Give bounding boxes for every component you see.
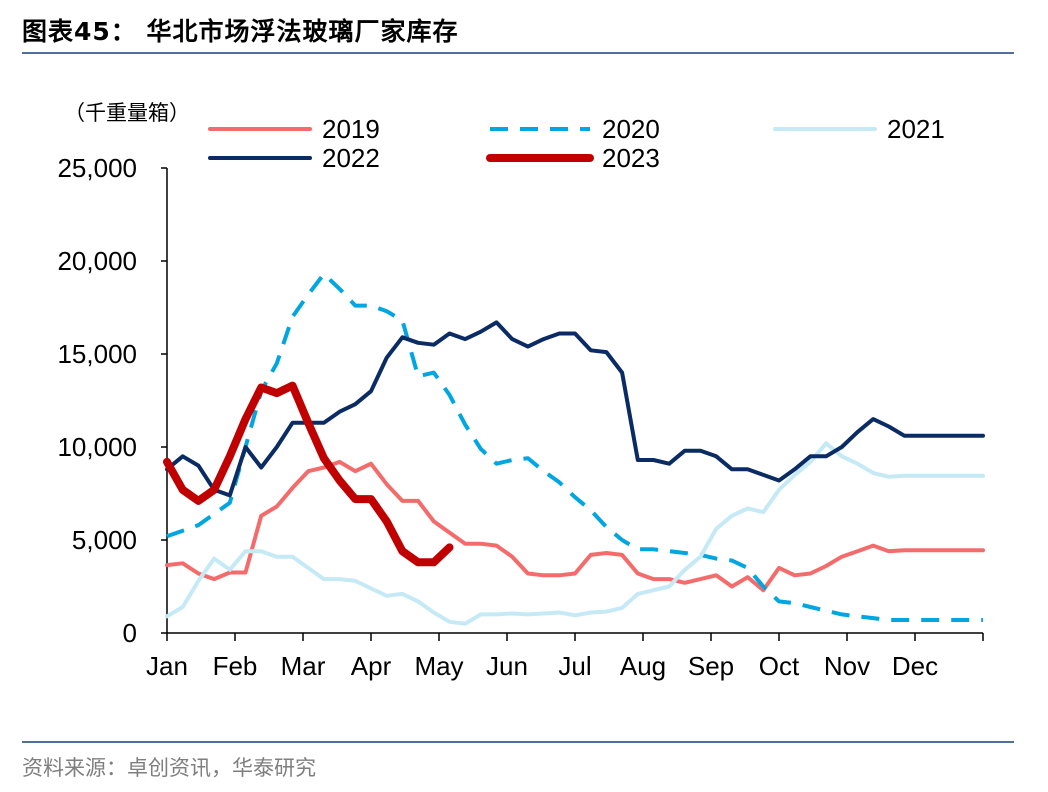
series-line-2020 xyxy=(166,272,983,622)
x-tick-label: Feb xyxy=(213,651,258,681)
series-line-2019 xyxy=(165,459,985,593)
y-unit-label: （千重量箱） xyxy=(64,101,190,125)
legend: 2019 2020 2021 2022 2023 xyxy=(208,114,945,173)
legend-label-2022: 2022 xyxy=(322,143,380,173)
series-line-2022 xyxy=(165,320,985,498)
x-tick-label: Jun xyxy=(486,651,528,681)
x-tick-label: Jan xyxy=(146,651,188,681)
x-tick-label: May xyxy=(414,651,463,681)
legend-label-2021: 2021 xyxy=(887,114,945,144)
series-line-2021 xyxy=(165,441,985,626)
title-rule xyxy=(22,52,1014,54)
legend-label-2023: 2023 xyxy=(602,143,660,173)
source-note: 资料来源：卓创资讯，华泰研究 xyxy=(22,756,316,780)
legend-label-2020: 2020 xyxy=(602,114,660,144)
y-tick-label: 20,000 xyxy=(57,246,137,276)
axes: 0 5,000 10,000 15,000 20,000 25,000 Jan Feb Mar A… xyxy=(57,153,984,681)
y-tick-label: 25,000 xyxy=(57,153,137,183)
x-tick-label: Dec xyxy=(892,651,938,681)
x-tick-label: Mar xyxy=(281,651,326,681)
legend-label-2019: 2019 xyxy=(322,114,380,144)
series-layer xyxy=(163,272,985,626)
x-tick-label: Nov xyxy=(824,651,870,681)
x-tick-label: Sep xyxy=(688,651,734,681)
y-tick-label: 10,000 xyxy=(57,432,137,462)
footer-rule xyxy=(22,741,1014,743)
series-line-2023 xyxy=(163,381,454,567)
x-tick-label: Jul xyxy=(558,651,591,681)
x-tick-label: Apr xyxy=(351,651,392,681)
y-tick-label: 15,000 xyxy=(57,339,137,369)
x-tick-label: Oct xyxy=(759,651,800,681)
y-tick-label: 5,000 xyxy=(72,525,137,555)
y-tick-label: 0 xyxy=(123,618,137,648)
x-tick-label: Aug xyxy=(620,651,666,681)
figure-title: 图表45： 华北市场浮法玻璃厂家库存 xyxy=(22,17,459,46)
